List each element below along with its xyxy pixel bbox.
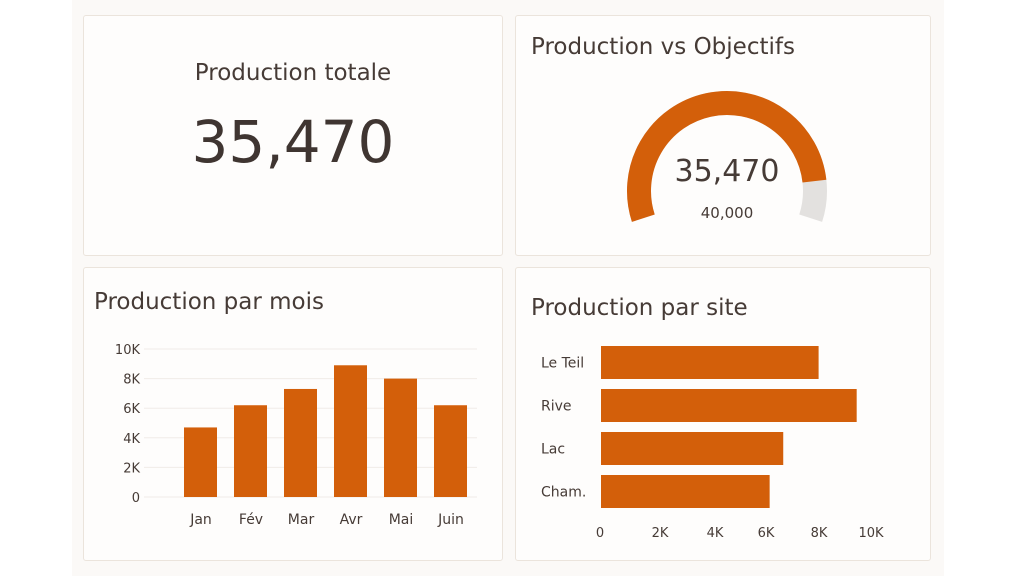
monthly-chart-title: Production par mois: [94, 289, 324, 315]
monthly-bar-chart: 0 2K 4K 6K 8K 10K Jan Fév Mar Avr Mai Juin: [115, 343, 477, 528]
x-tick-label: Fév: [239, 512, 263, 528]
kpi-title: Production totale: [194, 60, 392, 86]
gauge-chart: 35,470 40,000: [627, 91, 827, 222]
bar-juin: [434, 405, 467, 497]
y-tick-label: 8K: [123, 373, 140, 388]
x-tick-label: Mai: [389, 512, 414, 528]
bar-jan: [184, 427, 217, 497]
y-tick-label: 4K: [123, 432, 140, 447]
x-tick-label: 10K: [858, 526, 884, 541]
kpi-card-total-production: Production totale 35,470: [83, 15, 503, 256]
y-tick-label: 10K: [115, 343, 141, 358]
y-tick-label: Le Teil: [541, 356, 584, 372]
site-chart-card: Production par site Le Teil Rive Lac Cham. 0…: [515, 267, 931, 561]
x-tick-label: 6K: [758, 526, 775, 541]
x-tick-label: 0: [596, 526, 604, 541]
gauge-target-label: 40,000: [701, 204, 754, 222]
y-tick-label: 0: [132, 491, 140, 506]
bar-fév: [234, 405, 267, 497]
x-tick-label: Juin: [437, 512, 464, 528]
gauge-title: Production vs Objectifs: [531, 34, 795, 60]
bar-cham: [601, 475, 770, 508]
bar-avr: [334, 365, 367, 497]
site-bar-chart: Le Teil Rive Lac Cham. 0 2K 4K 6K 8K 10K: [541, 346, 884, 541]
y-tick-label: Rive: [541, 399, 572, 415]
x-tick-label: Avr: [340, 512, 363, 528]
gauge-value-label: 35,470: [675, 154, 780, 189]
bar-mar: [284, 388, 317, 497]
x-tick-label: Jan: [189, 512, 212, 528]
gauge-fill: [627, 91, 827, 222]
monthly-chart-card: Production par mois 0 2K 4K 6K 8K 10K Jan Fév Ma…: [83, 267, 503, 561]
kpi-value: 35,470: [191, 108, 395, 176]
bar-rive: [601, 389, 857, 422]
x-tick-label: 8K: [811, 526, 828, 541]
bar-lac: [601, 432, 784, 465]
y-tick-label: Lac: [541, 442, 565, 458]
bar-mai: [384, 378, 417, 497]
y-tick-label: Cham.: [541, 485, 586, 501]
x-tick-label: 2K: [652, 526, 669, 541]
site-chart-title: Production par site: [531, 295, 748, 321]
gauge-card: Production vs Objectifs 35,470 40,000: [515, 15, 931, 256]
bar-leteil: [601, 346, 819, 379]
y-tick-label: 6K: [123, 402, 140, 417]
y-tick-label: 2K: [123, 461, 140, 476]
x-tick-label: Mar: [288, 512, 315, 528]
x-tick-label: 4K: [707, 526, 724, 541]
